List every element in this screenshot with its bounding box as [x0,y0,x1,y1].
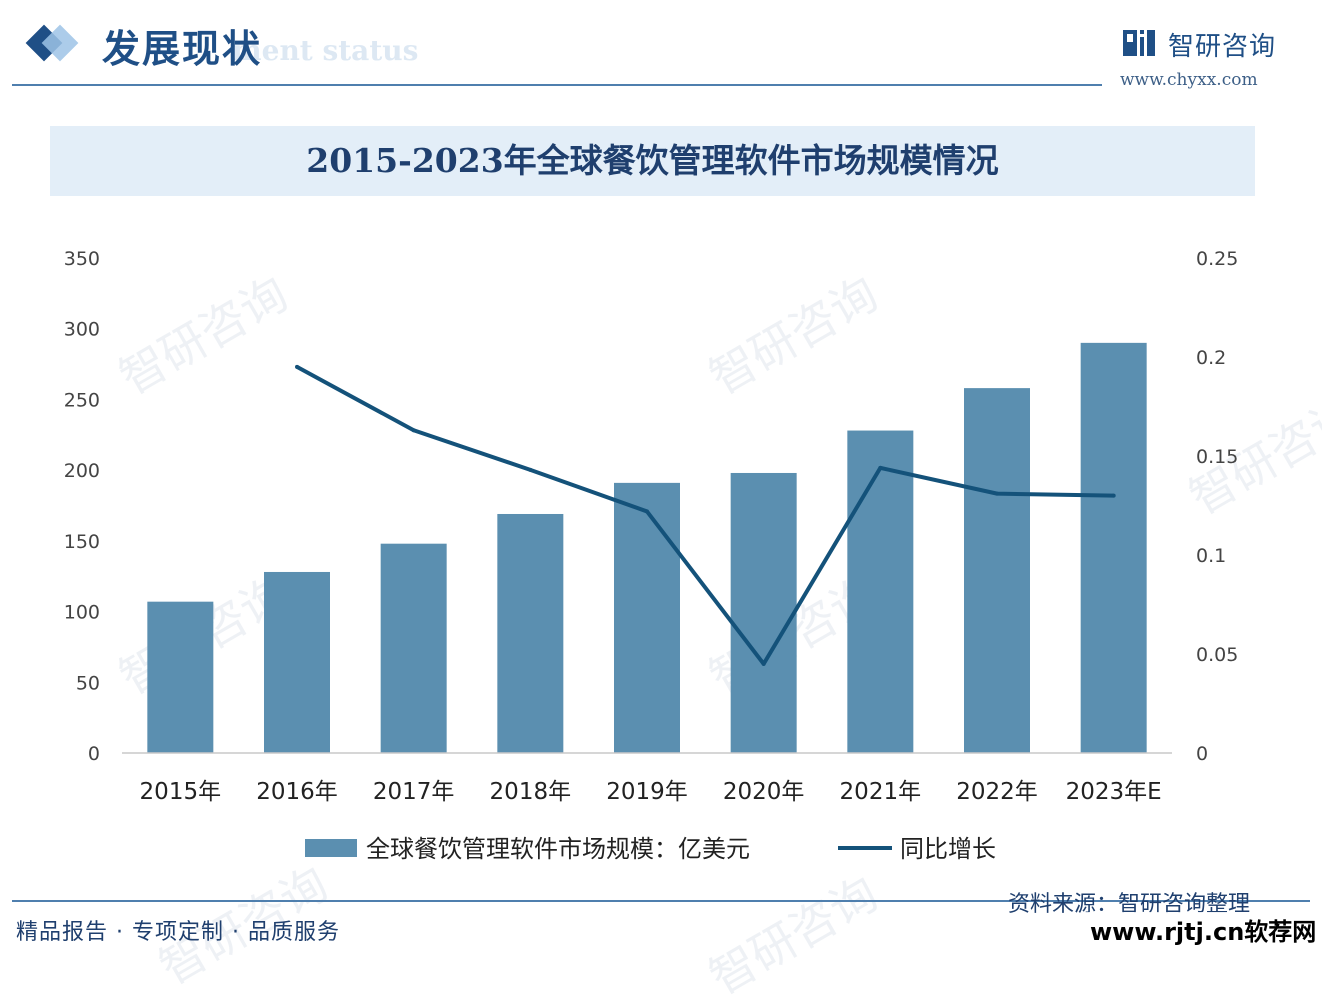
bar [147,601,214,753]
bar [497,513,564,753]
y-left-tick-label: 150 [64,531,100,553]
series-line [296,365,1114,666]
brand-url: www.chyxx.com [1120,70,1258,90]
section-subtitle: ment status [232,34,419,67]
y-right-tick-label: 0.15 [1196,446,1238,468]
line-point [995,491,999,496]
bar [380,543,447,753]
y-left-tick-label: 250 [64,389,100,411]
site-watermark: www.rjtj.cn软荐网 [1086,912,1321,947]
bar [614,482,680,753]
y-left-tick-label: 300 [64,319,100,341]
bar [730,472,797,753]
x-tick-label: 2021年 [840,779,922,805]
x-tick-label: 2023年E [1066,779,1162,805]
line-point [528,467,533,472]
y-right-tick-label: 0 [1196,743,1208,765]
y-right-tick-label: 0.2 [1196,347,1226,369]
chart: 0 50 100 150 200 250 300 350 0 0.05 0.1 0.15 0.2 0.25… [64,248,1239,863]
legend-label-bar: 全球餐饮管理软件市场规模：亿美元 [366,835,750,863]
bar [264,571,330,753]
line-point [295,364,299,369]
y-left-tick-label: 100 [64,602,100,624]
chart-title-band: 2015-2023年全球餐饮管理软件市场规模情况 [50,126,1255,196]
x-tick-label: 2022年 [956,779,1038,805]
bar [847,430,914,753]
section-title: 发展现状 [102,26,263,71]
bar [964,388,1030,753]
y-left-tick-label: 350 [64,248,100,270]
x-tick-label: 2015年 [140,779,222,805]
legend-swatch-bar [305,839,357,857]
watermark-text: 智研咨询 [700,866,887,1005]
footer-slogan: 精品报告 · 专项定制 · 品质服务 [16,920,340,945]
chart-title: 2015-2023年全球餐饮管理软件市场规模情况 [306,141,999,180]
y-right-tick-label: 0.1 [1196,545,1226,567]
y-left-tick-label: 0 [88,743,100,765]
brand-name: 智研咨询 [1168,32,1277,62]
y-left-tick-label: 50 [76,672,100,694]
line-point [761,661,766,666]
footer-divider [12,900,1310,902]
x-tick-label: 2020年 [723,779,805,805]
line-point [878,465,883,470]
x-tick-label: 2017年 [373,779,455,805]
line-point [411,428,416,433]
page-header: ment status 发展现状 智研咨询 www.chyxx.com [0,0,1322,100]
header-divider [12,84,1102,86]
line-point [1111,493,1116,498]
x-tick-label: 2018年 [490,779,572,805]
legend-label-line: 同比增长 [900,835,996,863]
bar [1080,342,1147,753]
y-right-tick-label: 0.25 [1196,248,1238,270]
x-tick-label: 2016年 [256,779,338,805]
y-left-tick-label: 200 [64,460,100,482]
line-point [645,509,649,514]
y-right-tick-label: 0.05 [1196,644,1238,666]
brand-logo-icon [1123,30,1155,56]
x-tick-label: 2019年 [606,779,688,805]
